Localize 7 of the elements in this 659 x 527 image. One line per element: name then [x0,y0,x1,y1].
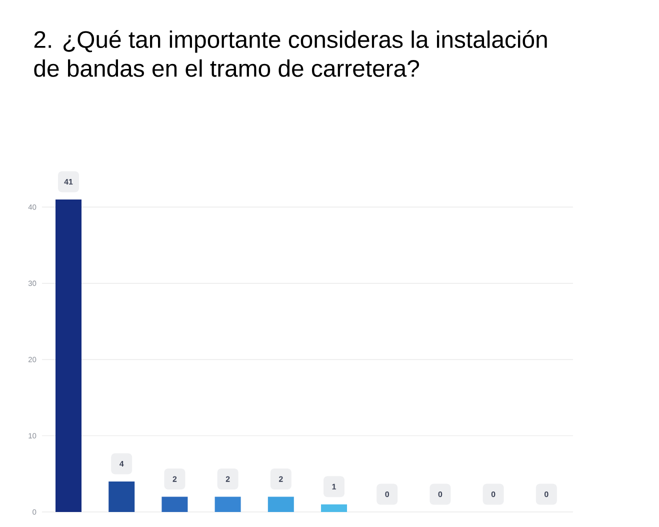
bar [108,481,135,512]
chart-title: 2. ¿Qué tan importante consideras la instalación de bandas en el tramo de carretera? [34,30,547,77]
bar [162,496,188,512]
bar [268,496,294,512]
bar [214,496,241,512]
bar [321,504,348,512]
bar [56,199,82,512]
